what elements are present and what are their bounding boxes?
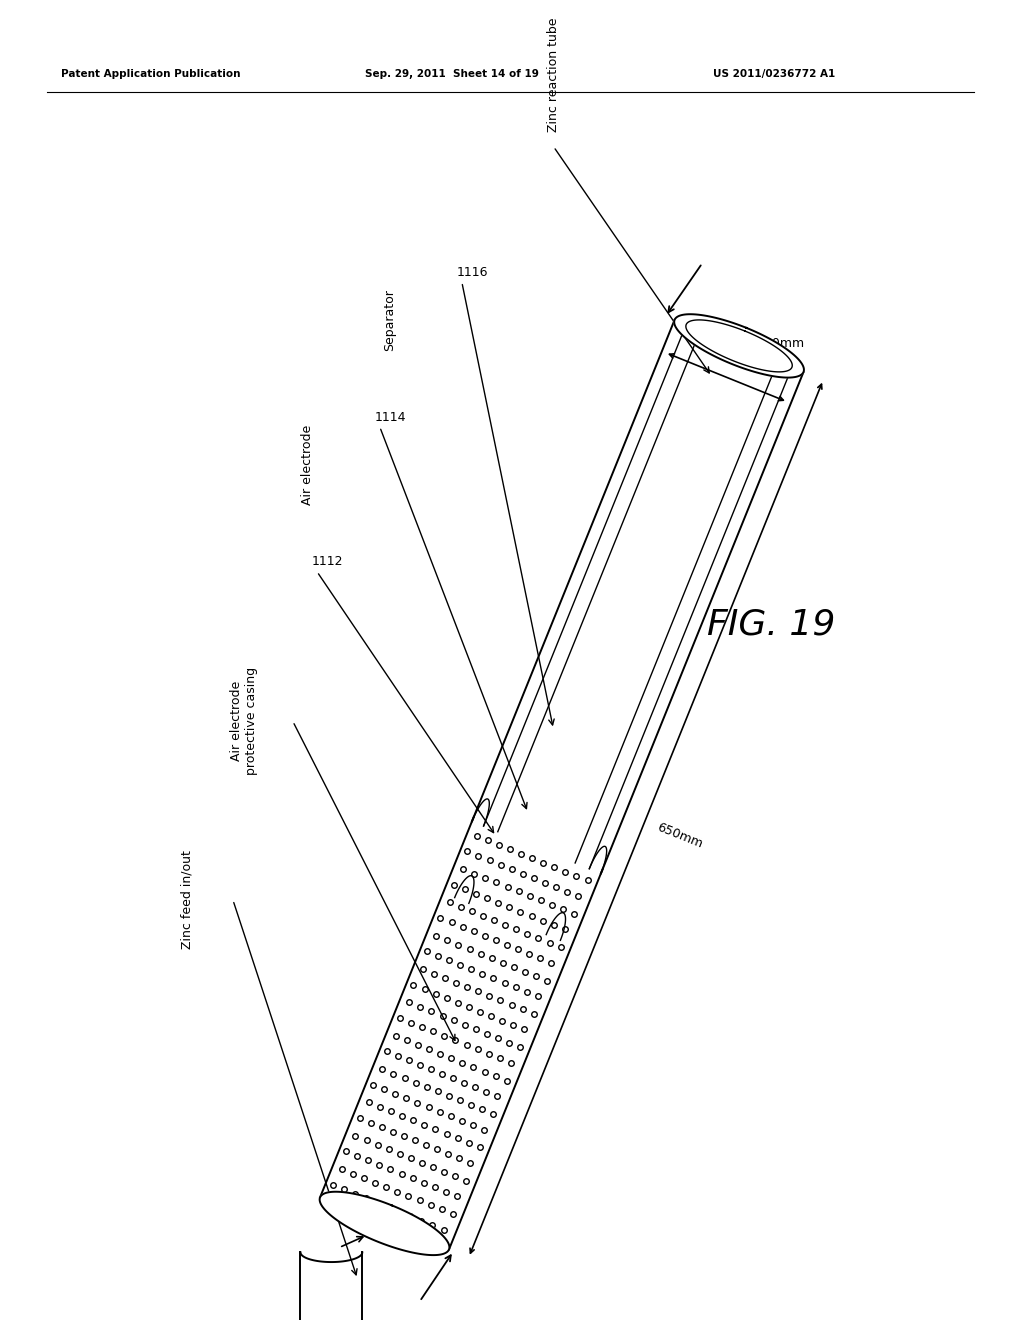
Text: Separator: Separator	[383, 289, 396, 351]
Text: Patent Application Publication: Patent Application Publication	[61, 69, 241, 79]
Polygon shape	[674, 314, 804, 378]
Polygon shape	[319, 1192, 450, 1255]
Text: Zinc feed in/out: Zinc feed in/out	[180, 850, 194, 949]
Text: 40mm: 40mm	[764, 337, 805, 350]
Text: Air electrode
protective casing: Air electrode protective casing	[230, 667, 258, 775]
Text: US 2011/0236772 A1: US 2011/0236772 A1	[713, 69, 836, 79]
Text: 1112: 1112	[312, 556, 344, 569]
Text: Sep. 29, 2011  Sheet 14 of 19: Sep. 29, 2011 Sheet 14 of 19	[366, 69, 539, 79]
Text: Air electrode: Air electrode	[301, 425, 313, 506]
Text: 650mm: 650mm	[655, 821, 705, 851]
Polygon shape	[321, 817, 603, 1250]
Text: 1114: 1114	[375, 411, 407, 424]
Text: FIG. 19: FIG. 19	[707, 607, 835, 642]
Text: 1116: 1116	[457, 265, 488, 279]
Text: Zinc reaction tube: Zinc reaction tube	[547, 17, 560, 132]
